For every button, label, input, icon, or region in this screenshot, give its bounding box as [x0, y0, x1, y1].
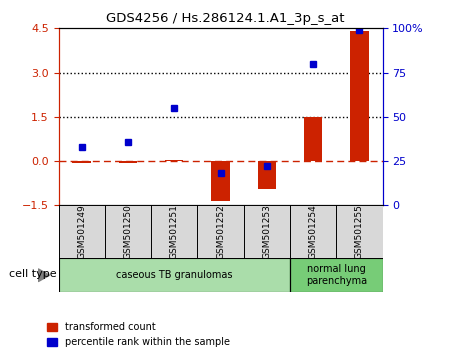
Text: caseous TB granulomas: caseous TB granulomas: [116, 270, 233, 280]
Text: GDS4256 / Hs.286124.1.A1_3p_s_at: GDS4256 / Hs.286124.1.A1_3p_s_at: [106, 12, 344, 25]
Polygon shape: [38, 269, 50, 282]
Bar: [58, 258, 290, 292]
Bar: [290, 258, 382, 292]
Text: GSM501252: GSM501252: [216, 205, 225, 259]
Text: GSM501253: GSM501253: [262, 204, 271, 259]
Text: cell type: cell type: [9, 269, 57, 279]
Bar: [350, 31, 369, 161]
Text: GSM501250: GSM501250: [123, 204, 132, 259]
Text: normal lung
parenchyma: normal lung parenchyma: [306, 264, 367, 286]
Bar: [72, 161, 91, 164]
Text: GSM501249: GSM501249: [77, 205, 86, 259]
Bar: [257, 161, 276, 189]
Bar: [119, 161, 137, 162]
Bar: [165, 160, 184, 161]
Text: GSM501251: GSM501251: [170, 204, 179, 259]
Legend: transformed count, percentile rank within the sample: transformed count, percentile rank withi…: [45, 320, 232, 349]
Bar: [211, 161, 230, 201]
Text: GSM501254: GSM501254: [309, 205, 318, 259]
Text: GSM501255: GSM501255: [355, 204, 364, 259]
Bar: [304, 117, 322, 161]
